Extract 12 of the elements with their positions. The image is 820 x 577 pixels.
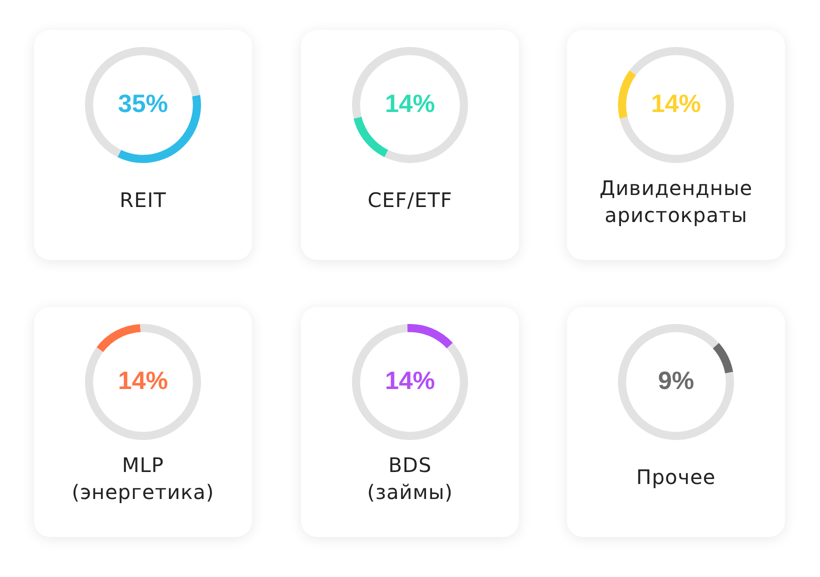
text: Дивидендные аристократы [598,175,754,229]
text: REIT [118,187,168,214]
text: 14% [650,90,702,118]
text: MLP (энергетика) [70,452,216,506]
text: BDS (займы) [366,452,454,506]
text: Прочее [635,464,717,491]
text: 9% [658,366,694,395]
text: 14% [118,366,168,395]
text: 35% [118,90,168,118]
text: 14% [384,366,436,395]
text: 14% [384,90,436,118]
text: CEF/ETF [366,187,454,214]
